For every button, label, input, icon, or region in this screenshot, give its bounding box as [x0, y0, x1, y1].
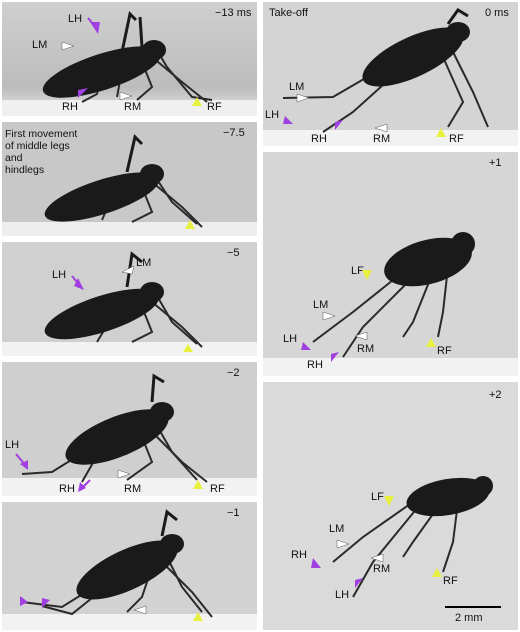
time-label: +2: [489, 389, 502, 401]
yellow-arrow-icon: [432, 568, 442, 577]
leg-label: LH: [52, 269, 67, 281]
purple-arrow-icon: [78, 88, 88, 98]
leg-label: LM: [136, 257, 152, 269]
purple-arrow-icon: [355, 578, 363, 588]
purple-arrow-icon: [311, 558, 321, 568]
insect-photo: [2, 502, 257, 630]
leg-label: RM: [373, 563, 391, 575]
white-arrow-icon: [61, 41, 75, 51]
leg-label: RH: [311, 133, 327, 145]
leg-label: RF: [437, 345, 452, 357]
time-label: −13 ms: [215, 7, 252, 19]
scale-bar: [445, 606, 501, 608]
scale-bar-label: 2 mm: [455, 612, 483, 624]
frame-minus-5: −5 LH LM: [2, 242, 257, 356]
white-arrow-icon: [119, 91, 133, 101]
leg-label: LH: [283, 333, 298, 345]
time-label: −2: [227, 367, 240, 379]
frame-plus-2: +2 LF LM RH RM LH RF 2 mm: [263, 382, 518, 630]
frame-minus-13: −13 ms LH LM RH RM RF: [2, 2, 257, 116]
purple-arrow-icon: [90, 22, 100, 34]
arrows: [61, 17, 202, 106]
leg-label: LM: [289, 81, 305, 93]
annotation-note: First movement of middle legs and hindle…: [5, 128, 78, 177]
white-arrow-icon: [374, 123, 388, 133]
leg-label: RF: [443, 575, 458, 587]
time-label: −7.5: [223, 127, 245, 139]
yellow-arrow-icon: [362, 270, 372, 280]
leg-label: RM: [373, 133, 391, 145]
yellow-arrow-icon: [193, 480, 203, 489]
leg-label: LF: [351, 265, 364, 277]
yellow-arrow-icon: [185, 220, 195, 229]
leg-label: LH: [5, 439, 20, 451]
panel-title: Take-off: [269, 7, 308, 19]
frame-minus-7-5: −7.5 First movement of middle legs and h…: [2, 122, 257, 236]
leg-label: RH: [291, 549, 307, 561]
yellow-arrow-icon: [183, 344, 193, 352]
purple-arrow-icon: [20, 460, 28, 470]
leg-label: LM: [32, 39, 48, 51]
white-arrow-icon: [370, 553, 384, 563]
leg-label: RH: [62, 101, 78, 113]
leg-label: LM: [329, 523, 345, 535]
purple-arrow-icon: [335, 120, 343, 130]
insect-photo: [263, 2, 518, 146]
leg-label: LH: [265, 109, 280, 121]
leg-label: RF: [449, 133, 464, 145]
leg-label: LM: [313, 299, 329, 311]
leg-label: RM: [357, 343, 375, 355]
insect-photo: [2, 122, 257, 236]
white-arrow-icon: [133, 605, 147, 615]
white-arrow-icon: [354, 331, 368, 341]
leg-label: RF: [210, 483, 225, 495]
leg-label: RM: [124, 101, 142, 113]
purple-arrow-icon: [78, 482, 86, 492]
insect-photo: [2, 242, 257, 356]
time-label: −5: [227, 247, 240, 259]
leg-label: RF: [207, 101, 222, 113]
leg-label: LH: [68, 13, 83, 25]
purple-arrow-icon: [20, 596, 28, 606]
time-label: 0 ms: [485, 7, 509, 19]
purple-arrow-icon: [283, 116, 293, 124]
yellow-arrow-icon: [384, 496, 394, 506]
yellow-arrow-icon: [193, 612, 203, 621]
leg-label: LH: [335, 589, 350, 601]
white-arrow-icon: [336, 539, 350, 549]
yellow-arrow-icon: [426, 338, 436, 347]
leg-label: LF: [371, 491, 384, 503]
frame-minus-2: −2 LH RH RM RF: [2, 362, 257, 496]
insect-photo: [263, 382, 518, 630]
white-arrow-icon: [117, 469, 131, 479]
time-label: −1: [227, 507, 240, 519]
frame-minus-1: −1: [2, 502, 257, 630]
leg-label: RH: [59, 483, 75, 495]
insect-photo: [263, 152, 518, 376]
frame-plus-1: +1 LF LM LH RM RH RF: [263, 152, 518, 376]
white-arrow-icon: [121, 265, 135, 275]
time-label: +1: [489, 157, 502, 169]
purple-arrow-icon: [301, 342, 311, 350]
white-arrow-icon: [296, 93, 310, 103]
purple-arrow-icon: [331, 352, 339, 362]
leg-label: RH: [307, 359, 323, 371]
yellow-arrow-icon: [192, 97, 202, 106]
insect-photo: [2, 2, 257, 116]
white-arrow-icon: [322, 311, 336, 321]
purple-arrow-icon: [42, 598, 50, 608]
leg-label: RM: [124, 483, 142, 495]
frame-take-off: Take-off 0 ms LM LH RH RM RF: [263, 2, 518, 146]
yellow-arrow-icon: [436, 128, 446, 137]
